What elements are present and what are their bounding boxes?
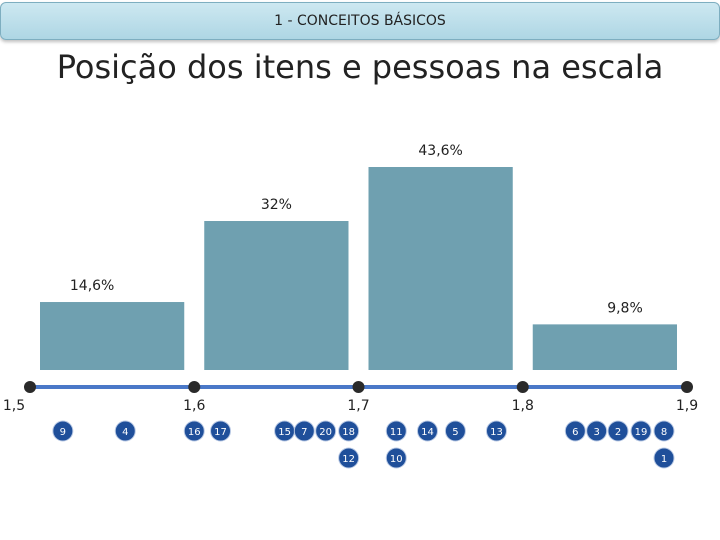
item-marker-12 <box>338 447 360 469</box>
item-marker-label-7: 7 <box>301 427 307 438</box>
item-marker-14 <box>416 420 438 442</box>
header-label: 1 - CONCEITOS BÁSICOS <box>274 13 446 29</box>
item-marker-label-13: 13 <box>490 427 503 438</box>
item-marker-label-2: 2 <box>615 427 621 438</box>
item-marker-6 <box>564 420 586 442</box>
item-marker-label-11: 11 <box>390 427 403 438</box>
bar-value-label-3: 9,8% <box>607 300 643 316</box>
item-marker-label-8: 8 <box>661 427 667 438</box>
item-marker-label-10: 10 <box>390 454 403 465</box>
item-marker-2 <box>607 420 629 442</box>
item-marker-label-15: 15 <box>278 427 291 438</box>
item-marker-label-4: 4 <box>122 427 128 438</box>
item-marker-18 <box>338 420 360 442</box>
axis-tick-label-1: 1,6 <box>183 398 205 414</box>
axis-tick-dot-4 <box>681 381 693 393</box>
item-marker-label-16: 16 <box>188 427 201 438</box>
item-marker-8 <box>653 420 675 442</box>
item-marker-label-18: 18 <box>342 427 355 438</box>
item-marker-7 <box>293 420 315 442</box>
item-marker-label-6: 6 <box>572 427 578 438</box>
item-marker-13 <box>485 420 507 442</box>
bar-value-label-2: 43,6% <box>418 143 462 159</box>
item-marker-20 <box>315 420 337 442</box>
axis-tick-dot-0 <box>24 381 36 393</box>
bar-value-label-1: 32% <box>261 197 292 213</box>
item-marker-10 <box>385 447 407 469</box>
item-marker-label-1: 1 <box>661 454 667 465</box>
item-marker-label-9: 9 <box>60 427 66 438</box>
item-marker-19 <box>630 420 652 442</box>
axis-tick-label-3: 1,8 <box>512 398 534 414</box>
axis-tick-label-4: 1,9 <box>676 398 698 414</box>
axis-tick-dot-3 <box>516 381 529 393</box>
bar-1 <box>204 221 349 370</box>
axis-tick-dot-1 <box>188 381 201 393</box>
page-title: Posição dos itens e pessoas na escala <box>56 48 664 86</box>
item-marker-17 <box>210 420 232 442</box>
item-marker-9 <box>52 420 74 442</box>
item-marker-1 <box>653 447 675 469</box>
item-marker-label-17: 17 <box>214 427 227 438</box>
axis-tick-label-0: 1,5 <box>3 398 25 414</box>
item-marker-4 <box>114 420 136 442</box>
item-marker-label-3: 3 <box>593 427 599 438</box>
header-bar: 1 - CONCEITOS BÁSICOS <box>0 2 720 40</box>
bar-value-label-0: 14,6% <box>70 278 114 294</box>
item-marker-label-20: 20 <box>319 427 332 438</box>
item-marker-label-12: 12 <box>342 454 355 465</box>
bar-0 <box>40 302 185 370</box>
item-marker-11 <box>385 420 407 442</box>
axis-tick-dot-2 <box>352 381 365 393</box>
item-marker-label-14: 14 <box>421 427 434 438</box>
item-marker-5 <box>444 420 466 442</box>
item-marker-label-19: 19 <box>635 427 648 438</box>
bar-2 <box>368 167 513 370</box>
axis-tick-label-2: 1,7 <box>347 398 369 414</box>
bar-3 <box>532 324 677 370</box>
item-marker-label-5: 5 <box>452 427 458 438</box>
item-marker-16 <box>183 420 205 442</box>
item-marker-3 <box>586 420 608 442</box>
